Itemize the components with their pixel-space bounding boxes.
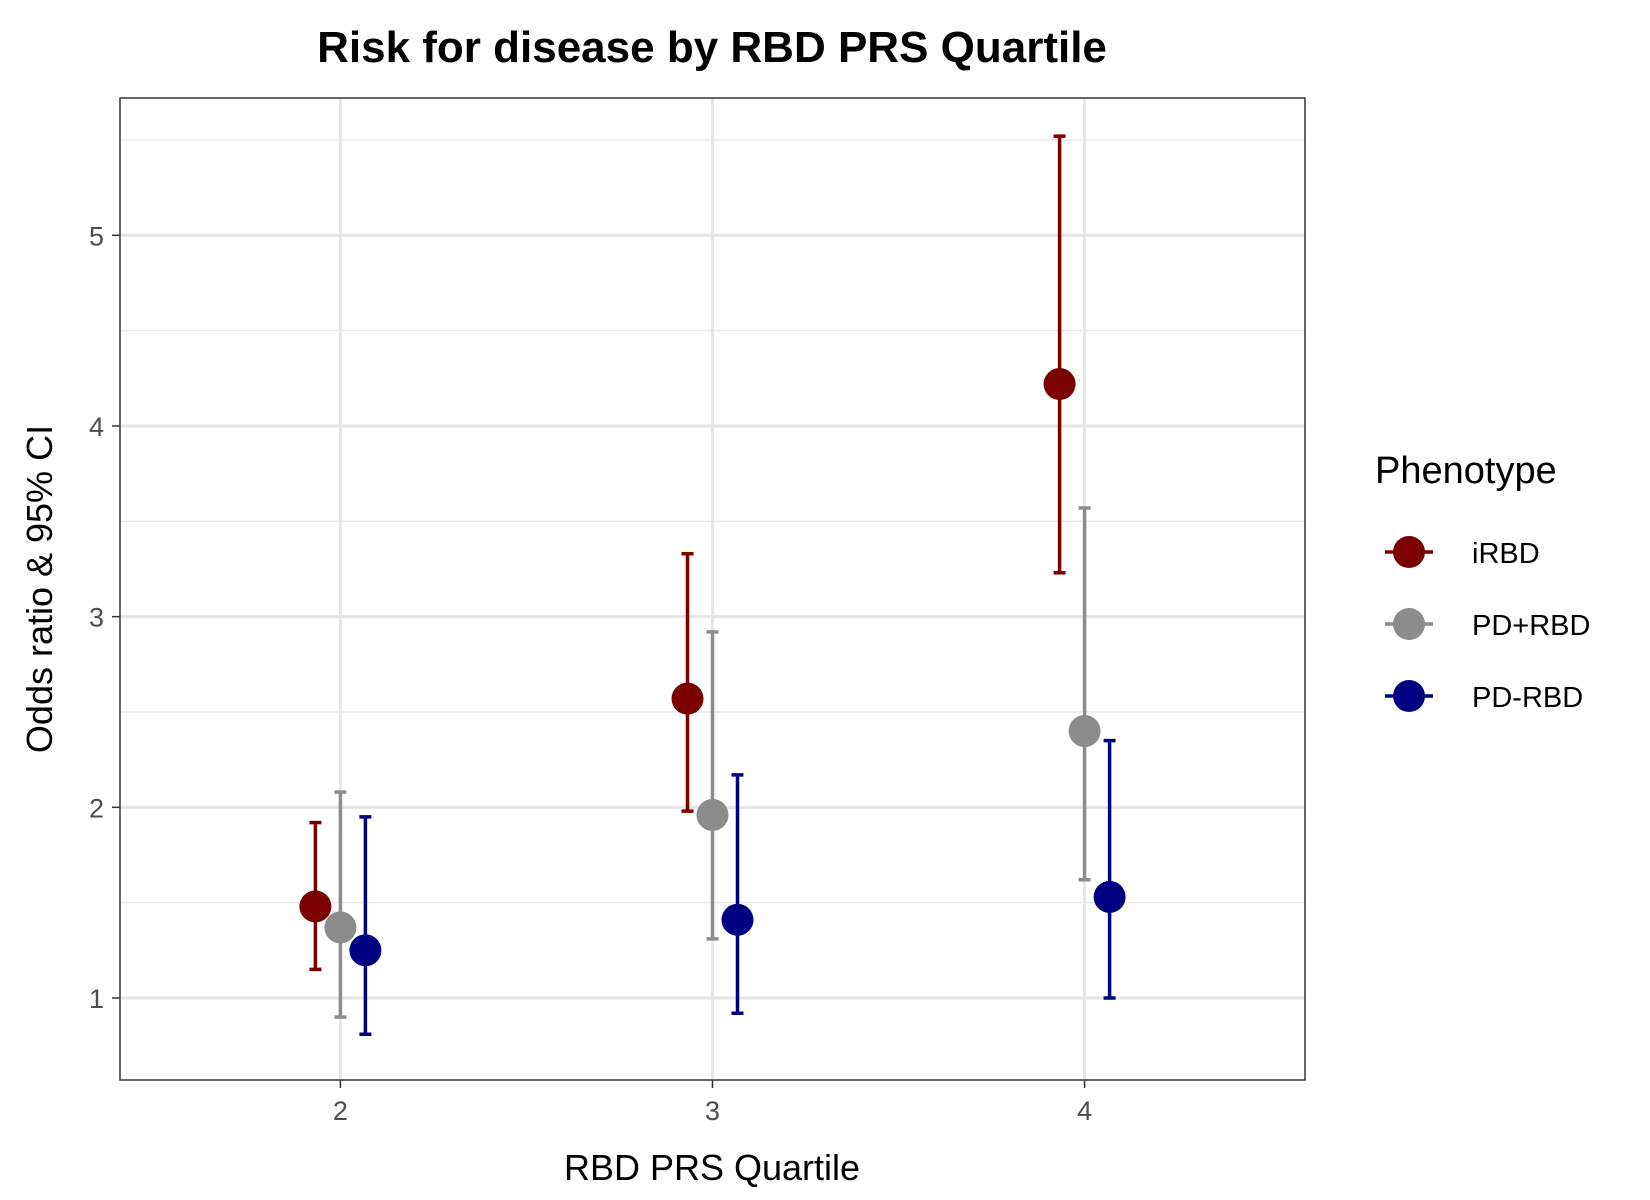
- data-point-PD+RBD: [696, 798, 729, 831]
- legend-item: PD-RBD: [1385, 680, 1583, 714]
- legend-item: PD+RBD: [1385, 608, 1590, 642]
- data-point-iRBD: [1043, 368, 1076, 401]
- error-bar-PD-RBD: [359, 815, 372, 1036]
- error-bar-PD+RBD: [1078, 506, 1091, 882]
- legend-label: iRBD: [1472, 538, 1540, 570]
- legend-label: PD-RBD: [1472, 682, 1583, 714]
- legend-label: PD+RBD: [1472, 610, 1590, 642]
- error-bar-PD+RBD: [706, 630, 719, 941]
- data-point-PD-RBD: [721, 903, 754, 936]
- y-tick-label: 1: [89, 984, 104, 1014]
- data-point-iRBD: [299, 890, 332, 923]
- chart-title: Risk for disease by RBD PRS Quartile: [317, 23, 1107, 72]
- y-tick-label: 2: [89, 793, 104, 823]
- x-axis-title: RBD PRS Quartile: [564, 1147, 860, 1188]
- x-tick-label: 4: [1077, 1096, 1092, 1126]
- legend-key-point: [1393, 536, 1425, 568]
- x-tick-label: 2: [333, 1096, 348, 1126]
- y-tick-label: 4: [89, 412, 104, 442]
- error-bar-iRBD: [681, 551, 694, 813]
- error-bar-PD-RBD: [731, 773, 744, 1016]
- error-bar-PD+RBD: [334, 790, 347, 1019]
- legend-title: Phenotype: [1375, 450, 1557, 492]
- data-point-iRBD: [671, 682, 704, 715]
- error-bar-iRBD: [1053, 134, 1066, 575]
- data-points: [299, 368, 1126, 967]
- data-point-PD-RBD: [349, 934, 382, 967]
- legend: Phenotype iRBD PD+RBD PD-RBD: [1375, 450, 1590, 714]
- data-point-PD-RBD: [1093, 880, 1126, 913]
- data-point-PD+RBD: [324, 911, 357, 944]
- y-axis: 1 2 3 4 5: [89, 221, 120, 1014]
- y-axis-title: Odds ratio & 95% CI: [19, 425, 60, 753]
- plot-area: [119, 97, 1306, 1081]
- legend-item: iRBD: [1385, 536, 1540, 570]
- legend-key-point: [1393, 680, 1425, 712]
- legend-key-point: [1393, 608, 1425, 640]
- data-point-PD+RBD: [1068, 715, 1101, 748]
- y-tick-label: 3: [89, 603, 104, 633]
- y-tick-label: 5: [89, 221, 104, 251]
- x-axis: 2 3 4: [333, 1080, 1092, 1126]
- error-bar-PD-RBD: [1103, 738, 1116, 1000]
- x-tick-label: 3: [705, 1096, 720, 1126]
